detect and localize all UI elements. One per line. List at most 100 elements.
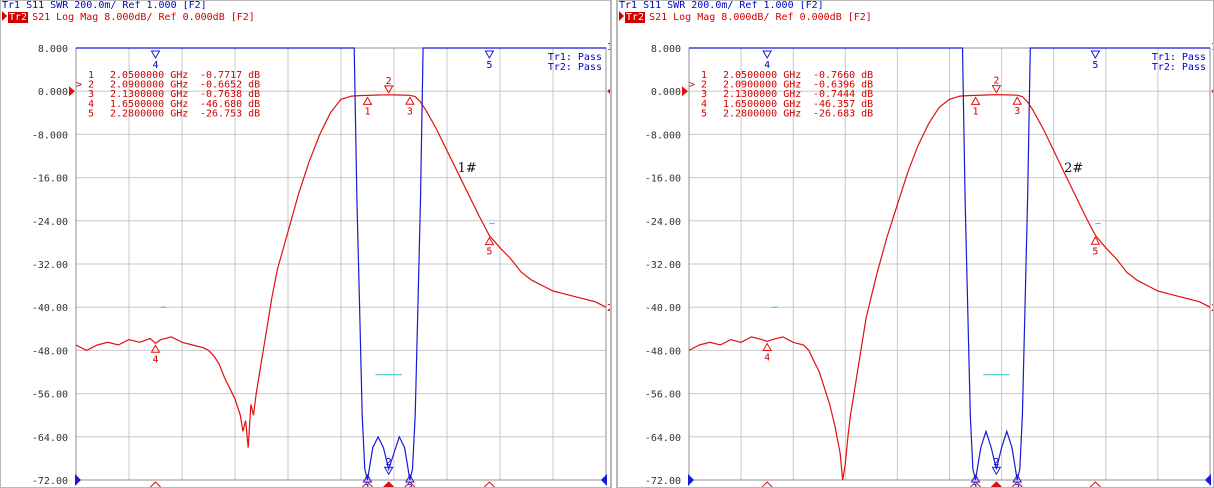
y-tick-label: -64.00 [32,433,68,444]
pass-label: Tr2: Pass [1152,62,1206,73]
trace1-marker-triangle[interactable] [970,473,981,483]
marker-axis-triangle[interactable] [760,481,774,488]
trace1-ref-arrow-icon[interactable] [1205,474,1211,486]
marker-label: 4 [152,354,158,365]
marker-triangle[interactable] [362,96,373,105]
marker-label: 5 [1092,246,1098,257]
marker-label: 1 [973,106,979,117]
trace1-header[interactable]: Tr1 S11 SWR 200.0m/ Ref 1.000 [F2] [2,0,207,11]
trace1-marker-triangle[interactable] [150,50,161,60]
marker-table-freq: 2.0500000 GHz [723,70,801,81]
pass-label: Tr1: Pass [1152,52,1206,63]
marker-table-freq: 1.6500000 GHz [110,99,188,110]
ref-level-arrow-icon[interactable] [69,86,75,97]
active-marker-indicator-icon: > [76,80,82,91]
y-tick-label: -64.00 [645,433,681,444]
trace1-marker-label: 1 [364,483,370,488]
marker-table-freq: 2.2800000 GHz [110,108,188,119]
marker-table-value: -0.7717 dB [200,70,260,81]
marker-triangle[interactable] [484,236,495,246]
marker-label: 1 [364,106,370,117]
marker-table-freq: 2.0500000 GHz [110,70,188,81]
marker-axis-triangle[interactable] [1010,481,1024,488]
trace2-header[interactable]: Tr2 S21 Log Mag 8.000dB/ Ref 0.000dB [F2] [2,11,255,23]
s21-trace-line[interactable] [75,94,607,448]
y-tick-label: 0.000 [651,87,681,98]
chart-panel-2: Tr1 S11 SWR 200.0m/ Ref 1.000 [F2] Tr2 S2… [617,0,1214,488]
trace1-marker-label: 3 [1014,483,1020,488]
marker-label: 3 [1014,106,1020,117]
marker-table-num: 2 [701,80,707,91]
marker-axis-triangle[interactable] [148,481,163,488]
trace1-marker-triangle[interactable] [383,466,394,476]
marker-table-value: -46.680 dB [200,99,260,110]
marker-axis-triangle[interactable] [381,481,396,488]
y-tick-label: 8.000 [651,44,681,55]
marker-label: 4 [764,353,770,364]
marker-label: 2 [993,76,999,87]
trace-end-label: 1 [1211,42,1214,53]
s21-trace-line[interactable] [688,94,1211,481]
marker-triangle[interactable] [1090,236,1101,245]
marker-table-value: -0.6396 dB [813,80,873,91]
trace1-marker-triangle[interactable] [991,466,1002,476]
marker-table-value: -0.7638 dB [200,89,260,100]
active-trace-arrow-icon [619,11,624,21]
trace1-marker-triangle[interactable] [405,473,415,483]
marker-triangle[interactable] [762,342,773,352]
marker-table-freq: 2.0900000 GHz [723,80,801,91]
marker-table-value: -0.6652 dB [200,80,260,91]
marker-triangle[interactable] [405,96,415,105]
marker-table-num: 3 [88,89,94,100]
marker-table-num: 4 [88,99,94,110]
trace2-header[interactable]: Tr2 S21 Log Mag 8.000dB/ Ref 0.000dB [F2] [619,11,872,23]
trace1-marker-triangle[interactable] [1012,473,1023,483]
marker-table-num: 5 [88,108,94,119]
y-tick-label: -8.000 [645,130,681,141]
s11-trace-line[interactable] [689,47,1210,481]
trace1-marker-label: 4 [764,60,770,71]
trace1-marker-label: 5 [1092,60,1098,71]
s11-trace-line[interactable] [76,47,606,481]
marker-triangle[interactable] [150,344,161,353]
marker-label: 5 [486,247,492,258]
marker-axis-triangle[interactable] [403,481,417,488]
trace1-marker-triangle[interactable] [484,50,495,60]
marker-triangle[interactable] [991,85,1002,94]
marker-table-num: 1 [88,70,94,81]
trace1-header[interactable]: Tr1 S11 SWR 200.0m/ Ref 1.000 [F2] [619,0,824,11]
marker-axis-triangle[interactable] [360,481,375,488]
trace2-badge: Tr2 [625,12,646,23]
marker-table-num: 3 [701,89,707,100]
trace1-marker-label: 5 [486,60,492,71]
trace1-ref-arrow-icon[interactable] [75,474,81,486]
marker-table-value: -0.7660 dB [813,70,873,81]
y-tick-label: 0.000 [38,87,68,98]
marker-axis-triangle[interactable] [968,481,983,488]
marker-axis-triangle[interactable] [1088,481,1103,488]
marker-table-freq: 1.6500000 GHz [723,99,801,110]
pass-label: Tr2: Pass [548,62,602,73]
marker-axis-triangle[interactable] [989,481,1004,488]
marker-table-freq: 2.0900000 GHz [110,80,188,91]
trace1-marker-triangle[interactable] [762,50,773,60]
chart-1: 8.000 0.000 -8.000 -16.00 -24.00 -32.00 -40.00… [32,42,613,488]
trace1-marker-triangle[interactable] [1090,50,1101,60]
y-tick-label: -16.00 [645,174,681,185]
ref-level-arrow-icon[interactable] [682,86,688,97]
marker-axis-triangle[interactable] [482,481,497,488]
marker-table-value: -26.683 dB [813,108,873,119]
marker-label: 3 [407,106,413,117]
trace1-ref-arrow-icon[interactable] [688,474,694,486]
marker-triangle[interactable] [970,96,981,105]
y-tick-label: -56.00 [32,390,68,401]
marker-table-num: 4 [701,99,707,110]
panel-annotation: 2# [1064,161,1083,176]
marker-triangle[interactable] [383,85,394,94]
y-tick-label: 8.000 [38,44,68,55]
marker-triangle[interactable] [1012,96,1023,105]
trace1-marker-triangle[interactable] [362,473,373,483]
y-tick-label: -32.00 [32,260,68,271]
trace1-ref-arrow-icon[interactable] [601,474,607,486]
chart-2: 8.000 0.000 -8.000 -16.00 -24.00 -32.00 -40.00… [645,42,1214,488]
